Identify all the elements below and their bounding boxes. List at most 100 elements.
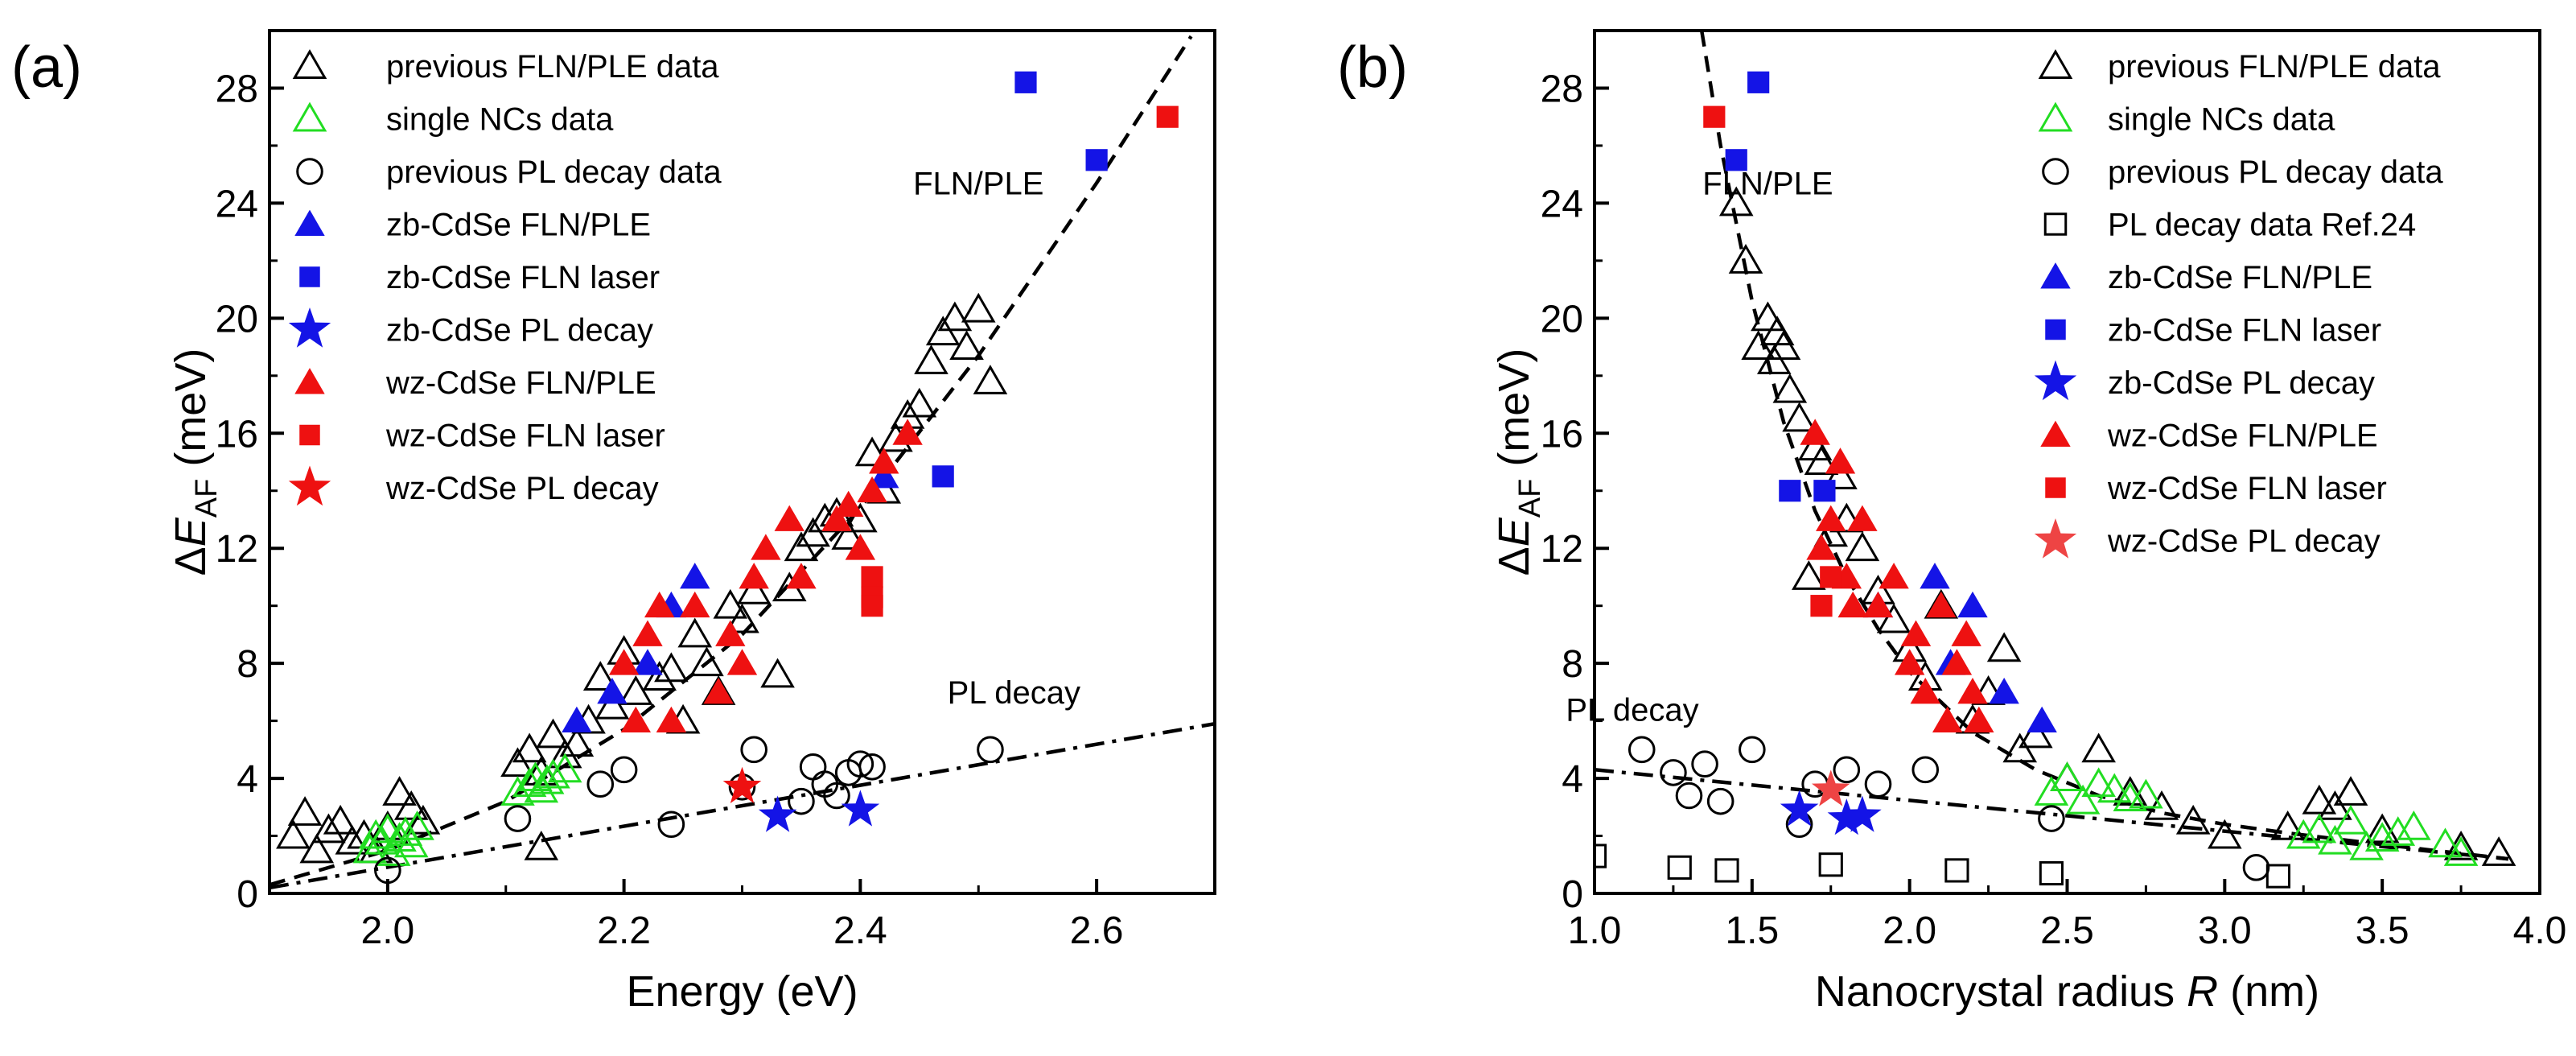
data-point-wz-cdse-fln-ple bbox=[632, 620, 663, 646]
data-point-wz-cdse-fln-ple bbox=[656, 706, 687, 733]
y-tick-label: 16 bbox=[1541, 413, 1583, 456]
data-point-previous-fln-ple-data bbox=[1813, 517, 1849, 547]
series-previous-pl-decay-data bbox=[1627, 736, 2270, 881]
data-point-previous-fln-ple-data bbox=[2002, 732, 2038, 763]
data-point-previous-fln-ple-data bbox=[2018, 718, 2053, 749]
data-point-single-ncs-data bbox=[2034, 776, 2069, 806]
data-point-wz-cdse-fln-laser bbox=[861, 566, 883, 588]
y-tick-label: 20 bbox=[1541, 298, 1583, 340]
data-point-single-ncs-data bbox=[2050, 761, 2084, 792]
data-point-previous-pl-decay-data bbox=[2038, 805, 2065, 832]
data-point-previous-fln-ple-data bbox=[2144, 790, 2179, 820]
data-point-previous-fln-ple-data bbox=[547, 738, 582, 769]
data-point-previous-pl-decay-data bbox=[610, 756, 638, 784]
y-axis-title-delta: Δ bbox=[167, 547, 215, 575]
legend: previous FLN/PLE data single NCs data prev… bbox=[2034, 49, 2443, 559]
y-tick-label: 16 bbox=[216, 413, 258, 456]
data-point-previous-pl-decay-data bbox=[1833, 756, 1861, 784]
data-point-wz-cdse-fln-ple bbox=[1894, 649, 1925, 675]
y-axis-title-symbol: E bbox=[1490, 517, 1538, 547]
data-point-previous-fln-ple-data bbox=[2081, 732, 2116, 763]
data-point-previous-fln-ple-data bbox=[961, 292, 996, 323]
data-point-single-ncs-data bbox=[370, 813, 405, 844]
data-point-wz-cdse-fln-ple bbox=[751, 534, 781, 560]
legend-label-zb-cdse-fln-ple: zb-CdSe FLN/PLE bbox=[2108, 260, 2372, 295]
y-tick-label: 28 bbox=[1541, 68, 1583, 110]
y-tick-label: 0 bbox=[237, 873, 258, 916]
data-point-previous-fln-ple-data bbox=[2208, 819, 2242, 849]
data-point-wz-cdse-fln-ple bbox=[1900, 620, 1932, 646]
legend-marker-wz-cdse-fln-laser bbox=[2045, 477, 2066, 498]
data-point-single-ncs-data bbox=[2081, 767, 2116, 798]
data-point-single-ncs-data bbox=[2381, 816, 2416, 846]
data-point-previous-fln-ple-data bbox=[642, 661, 677, 691]
pl-decay-fit-line bbox=[1595, 768, 2509, 861]
y-axis-title-delta: Δ bbox=[1490, 547, 1538, 575]
panel-label: (a) bbox=[11, 35, 82, 100]
data-point-previous-pl-decay-data bbox=[1864, 770, 1892, 798]
data-point-previous-pl-decay-data bbox=[858, 753, 886, 781]
data-point-previous-fln-ple-data bbox=[1845, 531, 1880, 562]
data-point-wz-cdse-fln-laser bbox=[861, 595, 883, 617]
data-point-previous-pl-decay-data bbox=[1911, 756, 1940, 784]
data-point-previous-fln-ple-data bbox=[500, 747, 535, 778]
annotation-pl-decay: PL decay bbox=[948, 675, 1080, 711]
series-wz-cdse-fln-laser bbox=[861, 105, 1179, 617]
legend-label-zb-cdse-fln-laser: zb-CdSe FLN laser bbox=[386, 260, 660, 295]
data-point-zb-cdse-fln-laser bbox=[1014, 71, 1037, 93]
y-axis-title-subscript: AF bbox=[190, 479, 224, 518]
legend-label-wz-cdse-fln-laser: wz-CdSe FLN laser bbox=[385, 419, 665, 454]
data-point-previous-fln-ple-data bbox=[276, 819, 311, 849]
legend-label-zb-cdse-pl-decay: zb-CdSe PL decay bbox=[386, 313, 653, 349]
data-point-wz-cdse-fln-ple bbox=[833, 490, 864, 518]
data-point-wz-cdse-fln-ple bbox=[821, 505, 852, 531]
data-point-zb-cdse-fln-ple bbox=[2027, 706, 2057, 733]
data-point-wz-cdse-pl-decay bbox=[722, 766, 762, 803]
data-point-zb-cdse-fln-ple bbox=[680, 563, 710, 589]
legend-marker-previous-fln-ple-data bbox=[292, 49, 327, 79]
data-point-single-ncs-data bbox=[2443, 836, 2479, 866]
data-point-wz-cdse-fln-ple bbox=[774, 505, 804, 531]
legend-label-wz-cdse-fln-ple: wz-CdSe FLN/PLE bbox=[2107, 419, 2378, 454]
data-point-zb-cdse-fln-laser bbox=[1813, 480, 1836, 502]
data-point-wz-cdse-fln-laser bbox=[1703, 105, 1726, 128]
data-point-pl-decay-data-ref-24 bbox=[1818, 852, 1843, 877]
legend-marker-pl-decay-data-ref-24 bbox=[2043, 212, 2068, 236]
legend-marker-single-ncs-data bbox=[292, 101, 327, 132]
series-zb-cdse-fln-laser bbox=[932, 71, 1108, 488]
data-point-zb-cdse-pl-decay bbox=[758, 795, 797, 832]
data-point-wz-cdse-fln-ple bbox=[620, 706, 652, 733]
data-point-single-ncs-data bbox=[2349, 830, 2384, 860]
data-point-previous-fln-ple-data bbox=[1756, 344, 1792, 374]
data-point-previous-fln-ple-data bbox=[1782, 402, 1817, 432]
data-point-previous-fln-ple-data bbox=[1829, 502, 1864, 533]
data-point-single-ncs-data bbox=[2129, 778, 2163, 809]
data-point-wz-cdse-fln-ple bbox=[1964, 706, 1994, 733]
y-axis-title-subscript: AF bbox=[1513, 479, 1547, 518]
data-point-wz-cdse-fln-ple bbox=[726, 649, 758, 675]
data-point-wz-cdse-fln-laser bbox=[1810, 595, 1833, 617]
data-point-previous-fln-ple-data bbox=[1823, 460, 1858, 489]
y-tick-label: 4 bbox=[1562, 758, 1583, 801]
data-point-previous-fln-ple-data bbox=[595, 689, 630, 720]
data-point-zb-cdse-pl-decay bbox=[841, 790, 880, 827]
data-point-previous-fln-ple-data bbox=[1792, 560, 1826, 590]
data-point-wz-cdse-fln-ple bbox=[608, 649, 640, 675]
legend-label-zb-cdse-pl-decay: zb-CdSe PL decay bbox=[2108, 365, 2375, 401]
data-point-previous-fln-ple-data bbox=[1718, 186, 1754, 217]
series-zb-cdse-fln-laser bbox=[1725, 71, 1836, 502]
data-point-previous-pl-decay-data bbox=[788, 787, 815, 815]
data-point-wz-cdse-fln-ple bbox=[892, 419, 923, 445]
data-point-single-ncs-data bbox=[2397, 810, 2431, 840]
series-single-ncs-data bbox=[352, 753, 582, 866]
legend-label-previous-pl-decay-data: previous PL decay data bbox=[2108, 155, 2443, 190]
data-point-wz-cdse-fln-ple bbox=[1879, 563, 1909, 589]
data-point-zb-cdse-fln-ple bbox=[1989, 678, 2019, 704]
legend-label-zb-cdse-fln-laser: zb-CdSe FLN laser bbox=[2108, 313, 2381, 349]
data-point-single-ncs-data bbox=[2097, 773, 2132, 803]
y-axis-title: ΔEAF (meV) bbox=[167, 349, 224, 576]
x-axis-title-part: (nm) bbox=[2218, 967, 2319, 1016]
legend-marker-wz-cdse-fln-ple bbox=[2040, 420, 2071, 447]
data-point-previous-fln-ple-data bbox=[2270, 810, 2305, 840]
data-point-previous-fln-ple-data bbox=[937, 301, 973, 332]
